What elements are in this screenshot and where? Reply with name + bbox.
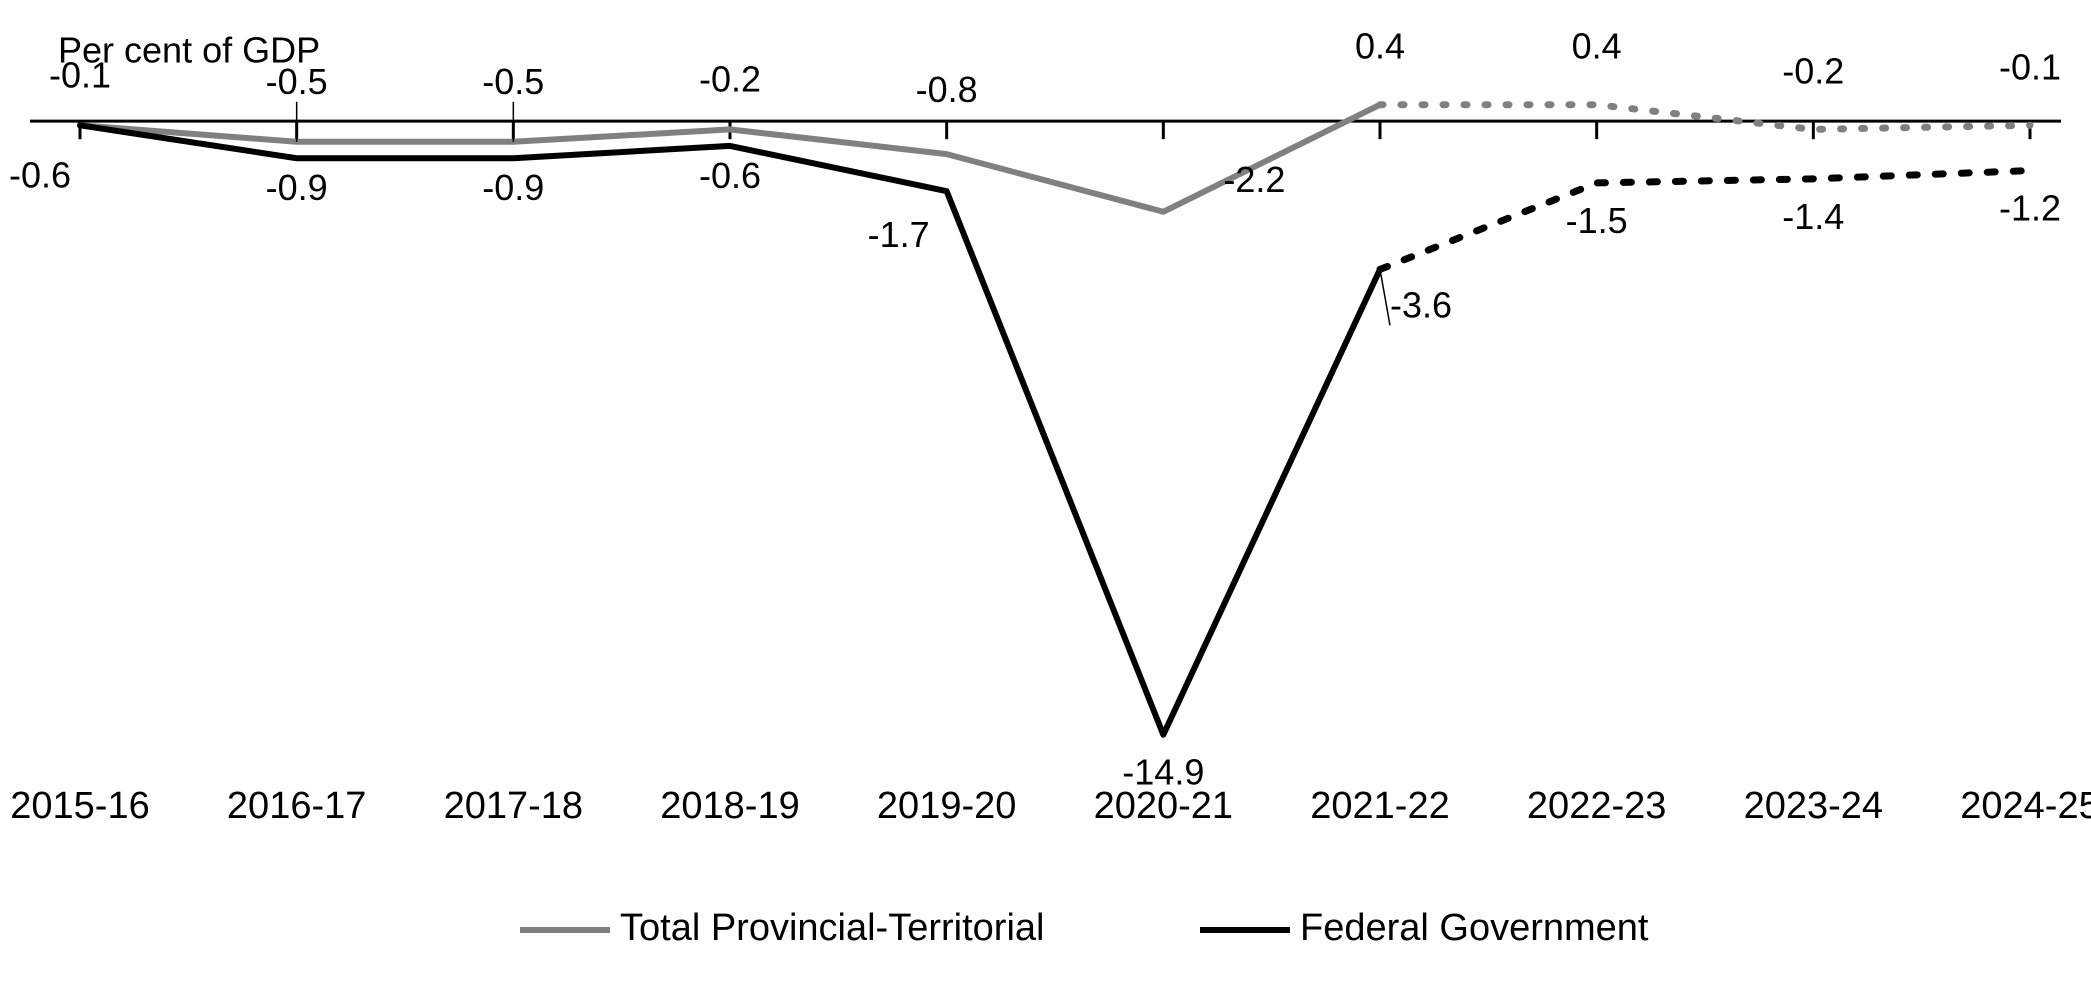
datalabel-provincial: -0.5 [482, 61, 544, 102]
datalabel-federal: -3.6 [1390, 284, 1452, 325]
datalabel-federal: -0.6 [699, 155, 761, 196]
datalabel-provincial: 0.4 [1572, 26, 1622, 67]
datalabel-federal: -0.9 [482, 167, 544, 208]
datalabel-federal: -14.9 [1122, 752, 1204, 793]
x-category-label: 2019-20 [877, 785, 1016, 827]
chart-container: Per cent of GDP2015-162016-172017-182018… [0, 0, 2091, 995]
datalabel-provincial: 0.4 [1355, 26, 1405, 67]
x-category-label: 2024-25 [1960, 785, 2091, 827]
datalabel-provincial: -0.2 [1782, 50, 1844, 91]
x-category-label: 2021-22 [1310, 785, 1449, 827]
x-category-label: 2017-18 [444, 785, 583, 827]
x-category-label: 2018-19 [660, 785, 799, 827]
datalabel-provincial: -2.2 [1223, 159, 1285, 200]
legend-label-federal: Federal Government [1300, 907, 1649, 949]
x-category-label: 2022-23 [1527, 785, 1666, 827]
datalabel-federal: -0.6 [9, 154, 71, 195]
datalabel-federal: -0.9 [266, 167, 328, 208]
line-chart: Per cent of GDP2015-162016-172017-182018… [0, 0, 2091, 995]
datalabel-provincial: -0.5 [266, 61, 328, 102]
datalabel-provincial: -0.8 [916, 69, 978, 110]
datalabel-provincial: -0.1 [1999, 46, 2061, 87]
datalabel-federal: -1.7 [868, 214, 930, 255]
datalabel-federal: -1.2 [1999, 188, 2061, 229]
x-category-label: 2023-24 [1744, 785, 1883, 827]
datalabel-provincial: -0.1 [49, 54, 111, 95]
datalabel-federal: -1.5 [1566, 200, 1628, 241]
x-category-label: 2015-16 [10, 785, 149, 827]
legend-label-provincial: Total Provincial-Territorial [620, 907, 1044, 949]
x-category-label: 2016-17 [227, 785, 366, 827]
datalabel-federal: -1.4 [1782, 196, 1844, 237]
chart-bg [0, 0, 2091, 995]
datalabel-provincial: -0.2 [699, 58, 761, 99]
